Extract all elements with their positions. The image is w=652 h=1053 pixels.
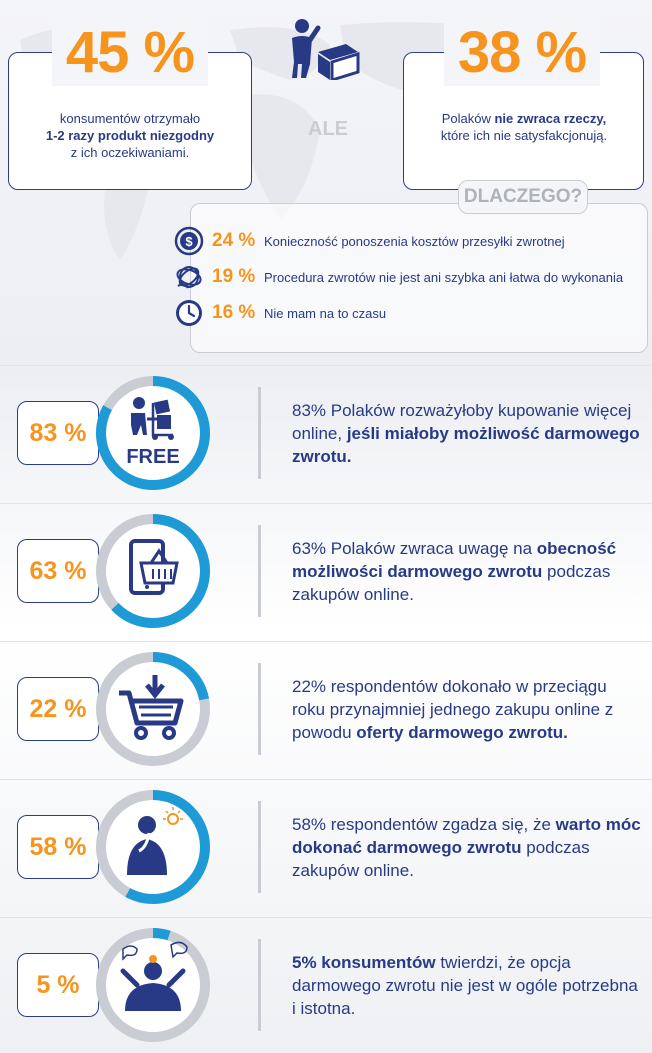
stat-text-bold: oferty darmowego zwrotu. (356, 723, 568, 742)
stat-text-pre: 63% Polaków zwraca uwagę na (292, 539, 537, 558)
woman-speech-bubbles-icon (120, 941, 188, 1011)
thinking-man-lightbulb-icon (127, 807, 183, 875)
stat-text-post: twierdzi, że opcja darmowego zwrotu nie … (292, 953, 638, 1018)
reason-row: 19 % Procedura zwrotów nie jest ani szyb… (174, 262, 623, 292)
stat-percent-box: 58 % (17, 815, 99, 879)
progress-ring (96, 652, 210, 766)
stat-description: 5% konsumentów twierdzi, że opcja darmow… (292, 951, 642, 1020)
row-divider (258, 939, 261, 1031)
stat-text-bold: warto móc dokonać darmowego zwrotu (292, 815, 641, 857)
stat-description: 22% respondentów dokonało w przeciągu ro… (292, 675, 642, 744)
progress-ring-fill (96, 652, 210, 766)
svg-text:$: $ (185, 234, 193, 249)
row-separator (0, 641, 652, 642)
stat-text-post: podczas zakupów online. (292, 838, 590, 880)
progress-ring-fill (96, 928, 210, 1042)
stat-percent-box: 63 % (17, 539, 99, 603)
row-separator (0, 917, 652, 918)
progress-ring-fill (96, 376, 210, 490)
clock-icon (176, 300, 202, 326)
stat-percent-box: 5 % (17, 953, 99, 1017)
reason-row: $ 24 % Konieczność ponoszenia kosztów pr… (174, 226, 565, 256)
stat-description-left: konsumentów otrzymało 1-2 razy produkt n… (14, 110, 246, 161)
stat-text-pre: 83% Polaków rozważyłoby kupowanie więcej… (292, 401, 632, 443)
progress-ring: FREE (96, 376, 210, 490)
reason-row: 16 % Nie mam na to czasu (174, 298, 386, 328)
progress-ring (96, 928, 210, 1042)
ale-label: ALE (308, 118, 348, 140)
stat-card-left (8, 52, 252, 190)
stat-number-45: 45 % (52, 20, 208, 86)
stat-percent-box: 22 % (17, 677, 99, 741)
stat-text-bold: 5% konsumentów (292, 953, 436, 972)
stat-description: 63% Polaków zwraca uwagę na obecność moż… (292, 537, 642, 606)
shopping-cart-arrow-icon (119, 675, 184, 740)
stat-line: które ich nie satysfakcjonują. (440, 128, 608, 143)
reason-percent: 24 % (212, 230, 256, 251)
stat-line-bold: nie zwraca rzeczy, (494, 111, 607, 126)
reason-text: Nie mam na to czasu (264, 305, 387, 321)
row-divider (258, 663, 261, 755)
why-tag: DLACZEGO? (458, 180, 588, 214)
person-with-box-icon (292, 19, 360, 80)
stat-line: konsumentów otrzymało (59, 111, 201, 126)
stat-text-pre: 58% respondentów zgadza się, że (292, 815, 556, 834)
row-separator (0, 503, 652, 504)
row-divider (258, 801, 261, 893)
stat-line-bold: 1-2 razy produkt niezgodny (45, 128, 215, 143)
progress-ring-fill (96, 514, 210, 628)
delivery-man-free-icon: FREE (126, 397, 180, 468)
stat-percent-box: 83 % (17, 401, 99, 465)
progress-ring (96, 790, 210, 904)
stat-line-pre: Polaków (441, 111, 495, 126)
row-divider (258, 387, 261, 479)
reason-percent: 16 % (212, 302, 256, 323)
stat-description: 58% respondentów zgadza się, że warto mó… (292, 813, 642, 882)
reasons-card (190, 203, 648, 353)
reason-text: Konieczność ponoszenia kosztów przesyłki… (264, 233, 565, 249)
stat-line: z ich oczekiwaniami. (70, 145, 190, 160)
row-divider (258, 525, 261, 617)
progress-ring (96, 514, 210, 628)
stat-text-pre: 22% respondentów dokonało w przeciągu ro… (292, 677, 614, 742)
row-separator (0, 365, 652, 366)
stat-text-post: podczas zakupów online. (292, 562, 611, 604)
svg-text:FREE: FREE (126, 446, 179, 468)
stat-description: 83% Polaków rozważyłoby kupowanie więcej… (292, 399, 642, 468)
stat-text-bold: jeśli miałoby możliwość darmowego zwrotu… (292, 424, 640, 466)
tablet-basket-icon (129, 539, 179, 595)
tangled-knot-icon (176, 266, 202, 289)
stat-number-38: 38 % (444, 20, 600, 86)
stat-description-right: Polaków nie zwraca rzeczy, które ich nie… (410, 110, 638, 144)
reason-text: Procedura zwrotów nie jest ani szybka an… (264, 269, 624, 285)
stat-line: Polaków nie zwraca rzeczy, (410, 110, 638, 127)
reason-percent: 19 % (212, 266, 256, 287)
dollar-coin-icon: $ (174, 226, 204, 256)
progress-ring-fill (96, 790, 210, 904)
stat-text-bold: obecność możliwości darmowego zwrotu (292, 539, 617, 581)
row-separator (0, 779, 652, 780)
